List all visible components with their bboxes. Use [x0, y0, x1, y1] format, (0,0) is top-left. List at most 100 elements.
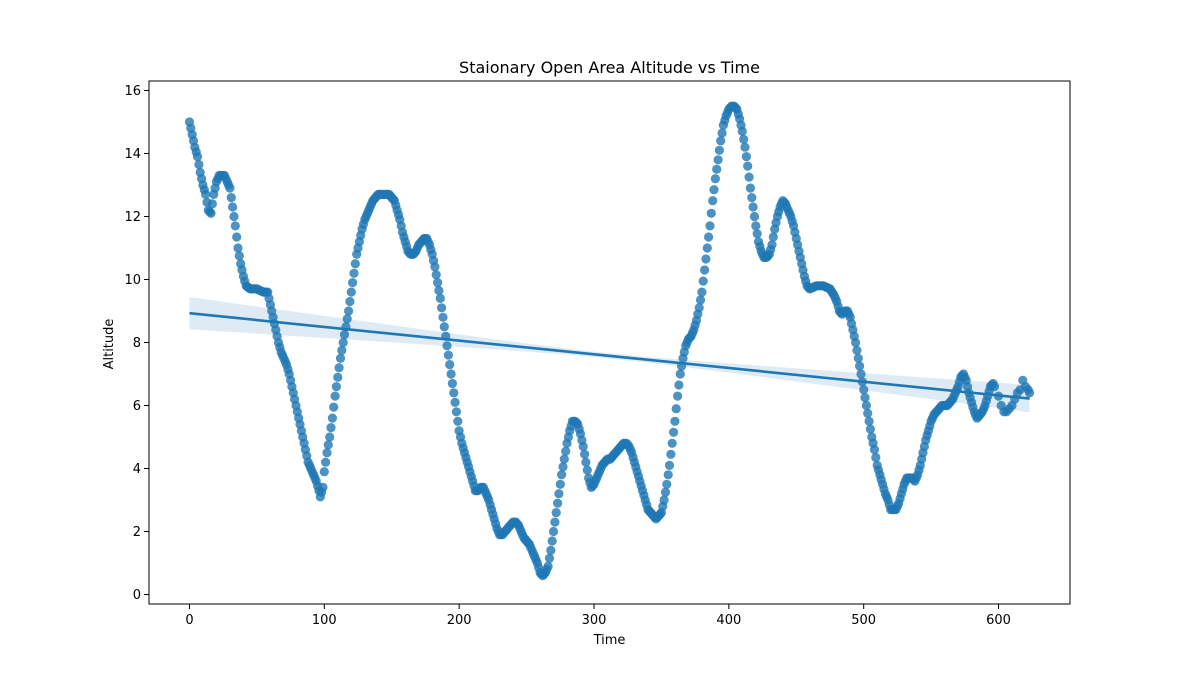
data-point: [547, 536, 557, 546]
data-point: [319, 467, 329, 477]
data-point: [559, 454, 569, 464]
data-point: [335, 353, 346, 363]
data-point: [555, 479, 565, 489]
data-point: [234, 251, 244, 261]
y-tick-label: 12: [124, 210, 141, 225]
data-point: [544, 553, 555, 563]
data-point: [767, 240, 777, 250]
data-point: [327, 413, 337, 423]
data-point: [447, 378, 457, 389]
data-point: [437, 303, 447, 313]
data-point: [443, 350, 453, 360]
data-point: [325, 432, 335, 442]
x-tick-label: 400: [716, 613, 741, 628]
data-point: [323, 440, 333, 450]
data-point: [751, 221, 761, 231]
data-point: [232, 232, 242, 242]
data-point: [768, 232, 778, 242]
data-point: [442, 341, 452, 351]
data-point: [709, 185, 719, 195]
x-tick-label: 100: [312, 613, 337, 628]
data-point: [713, 155, 723, 165]
data-point: [225, 183, 235, 193]
data-point: [551, 507, 561, 518]
data-point: [331, 382, 341, 392]
x-tick-label: 200: [447, 613, 472, 628]
data-point: [453, 416, 463, 426]
y-tick-label: 4: [133, 462, 141, 477]
data-point: [339, 330, 350, 340]
data-point: [664, 460, 675, 470]
data-point: [548, 526, 559, 537]
y-tick-label: 2: [133, 525, 141, 540]
regression-line-layer: [189, 311, 1030, 400]
data-point: [346, 287, 356, 297]
x-tick-label: 0: [185, 613, 193, 628]
x-tick-label: 500: [851, 613, 876, 628]
data-point: [228, 202, 238, 212]
data-point: [673, 391, 683, 401]
data-point: [561, 446, 571, 456]
data-point: [337, 345, 347, 355]
data-point: [705, 221, 715, 231]
data-point: [671, 404, 681, 414]
data-point: [543, 561, 553, 571]
data-point: [706, 208, 716, 218]
data-point: [345, 296, 355, 307]
y-tick-label: 14: [124, 147, 141, 162]
data-point: [334, 363, 344, 373]
data-point: [989, 382, 1000, 392]
data-point: [670, 416, 680, 426]
data-point: [342, 314, 352, 324]
data-point: [207, 199, 217, 209]
data-point: [582, 465, 592, 475]
data-point: [330, 391, 340, 401]
data-point: [430, 262, 440, 272]
data-point: [348, 278, 358, 288]
data-point: [546, 545, 556, 556]
data-point: [698, 276, 708, 286]
data-point: [716, 136, 726, 146]
data-point: [660, 487, 671, 497]
data-point: [578, 441, 588, 452]
x-tick-label: 600: [986, 613, 1011, 628]
data-point: [666, 449, 676, 459]
data-point: [860, 393, 870, 403]
data-point: [326, 423, 336, 433]
data-point: [856, 369, 866, 379]
data-point: [321, 457, 331, 467]
data-points-layer: [184, 101, 1035, 581]
data-point: [233, 243, 243, 253]
data-point: [694, 303, 704, 313]
y-tick-label: 10: [124, 273, 141, 288]
data-point: [674, 380, 684, 390]
data-point: [553, 498, 563, 508]
data-point: [194, 159, 204, 170]
data-point: [864, 416, 874, 426]
data-point: [712, 164, 722, 174]
data-point: [318, 482, 328, 492]
data-point: [701, 254, 711, 264]
data-point: [700, 265, 710, 275]
plot-frame: [148, 80, 1071, 605]
data-point: [748, 202, 758, 212]
y-tick-label: 16: [124, 84, 141, 99]
data-point: [851, 337, 861, 348]
y-tick-label: 8: [133, 336, 141, 351]
data-point: [438, 312, 448, 322]
data-point: [322, 448, 332, 458]
data-point: [667, 438, 677, 448]
data-point: [744, 172, 754, 182]
data-point: [229, 211, 239, 222]
data-point: [338, 337, 348, 348]
data-point: [445, 360, 455, 370]
data-point: [450, 397, 460, 407]
data-point: [435, 293, 445, 303]
data-point: [704, 232, 714, 242]
data-point: [669, 427, 679, 437]
data-point: [749, 211, 760, 222]
data-point: [557, 470, 567, 480]
data-point: [702, 243, 712, 253]
chart-title: Staionary Open Area Altitude vs Time: [459, 58, 760, 77]
